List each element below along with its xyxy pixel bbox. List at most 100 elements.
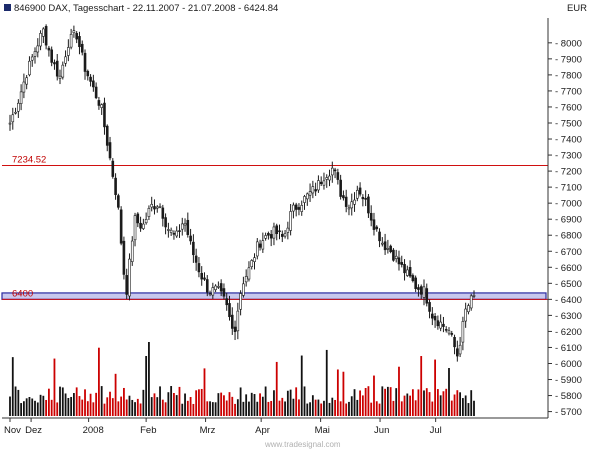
candle-up — [36, 45, 40, 53]
volume-bar — [98, 347, 100, 416]
volume-bar — [123, 387, 125, 416]
volume-bar — [434, 359, 437, 416]
volume-bar — [136, 398, 139, 416]
volume-bar — [317, 399, 320, 416]
candle-down — [117, 195, 120, 208]
volume-bar — [378, 403, 381, 416]
candle-up — [289, 211, 292, 231]
candle-up — [261, 240, 265, 250]
candle-down — [86, 70, 90, 77]
volume-bar — [367, 386, 370, 416]
candle-up — [14, 111, 17, 114]
volume-bar — [442, 391, 445, 416]
y-tick-label: - 7200 — [555, 167, 582, 178]
volume-bar — [92, 402, 95, 416]
y-tick-label: - 7400 — [555, 135, 582, 146]
candle-up — [253, 257, 256, 262]
volume-bar — [86, 401, 89, 416]
volume-bar — [67, 397, 70, 416]
candle-down — [258, 243, 262, 248]
volume-bar — [459, 392, 462, 416]
chart-header: 846900 DAX, Tagesschart - 22.11.2007 - 2… — [0, 0, 595, 16]
volume-bar — [300, 355, 303, 416]
candle-up — [30, 56, 34, 61]
candle-up — [11, 114, 15, 123]
volume-bar — [250, 392, 253, 416]
volume-bar — [181, 403, 184, 416]
y-tick-label: - 6100 — [555, 343, 582, 354]
y-tick-label: - 5900 — [555, 375, 582, 386]
y-tick-label: - 6900 — [555, 215, 582, 226]
volume-bar — [20, 403, 23, 416]
candle-down — [172, 232, 176, 235]
volume-bar — [473, 400, 475, 416]
candle-down — [189, 235, 192, 242]
y-tick-label: - 5700 — [555, 407, 582, 418]
candle-down — [389, 245, 392, 253]
volume-bar — [117, 401, 120, 416]
volume-bar — [295, 387, 298, 416]
candle-up — [217, 286, 220, 288]
candle-down — [153, 206, 156, 210]
x-axis-ticks: Nov Dez 2008 Feb Mrz Apr Mai Jun Jul — [4, 418, 442, 436]
candle-down — [105, 125, 109, 146]
candle-down — [342, 195, 345, 199]
candle-up — [147, 208, 151, 217]
candle-down — [83, 52, 87, 72]
volume-bar — [220, 392, 223, 416]
volume-bar — [348, 401, 350, 416]
candle-down — [419, 286, 423, 295]
candle-up — [208, 293, 212, 295]
candle-up — [19, 91, 23, 104]
volume-bar — [286, 390, 289, 416]
candle-down — [397, 257, 401, 265]
candle-down — [178, 230, 181, 232]
x-tick-label: 2008 — [83, 425, 104, 436]
y-tick-label: - 7800 — [555, 70, 582, 81]
candle-up — [439, 321, 442, 329]
candle-up — [325, 177, 329, 180]
volume-bar — [17, 389, 20, 416]
volume-bar — [45, 399, 48, 416]
volume-bar — [9, 396, 11, 416]
candle-down — [319, 181, 323, 184]
volume-bar — [273, 390, 275, 416]
volume-bar — [100, 386, 103, 416]
volume-bar — [223, 395, 225, 416]
volume-bar — [192, 403, 195, 416]
candle-down — [228, 303, 231, 318]
volume-bar — [364, 387, 367, 416]
candle-down — [375, 226, 379, 230]
candle-up — [133, 215, 137, 241]
volume-bar — [456, 390, 459, 416]
candle-up — [64, 56, 67, 64]
candle-down — [431, 313, 434, 319]
candle-down — [369, 212, 373, 221]
y-tick-label: - 6600 — [555, 263, 582, 274]
candle-down — [267, 233, 270, 236]
y-tick-label: - 6000 — [555, 359, 582, 370]
volume-bar — [39, 394, 42, 416]
volume-bar — [309, 402, 311, 416]
volume-bar — [425, 388, 428, 416]
volume-bar — [409, 395, 411, 416]
volume-bar — [142, 389, 145, 416]
candle-down — [164, 217, 167, 228]
volume-bar — [278, 400, 281, 416]
candle-down — [314, 189, 317, 192]
candle-down — [378, 231, 381, 242]
candle-down — [103, 102, 106, 128]
candle-down — [200, 272, 204, 280]
candle-down — [219, 283, 223, 292]
x-tick-label: Mai — [315, 425, 330, 436]
candle-down — [392, 249, 395, 261]
volume-bar — [406, 393, 409, 416]
level-label: 6400 — [12, 288, 33, 299]
volume-bar — [161, 399, 164, 416]
volume-bar — [28, 396, 31, 416]
candle-up — [328, 175, 331, 181]
candle-up — [158, 206, 162, 208]
currency-label: EUR — [566, 3, 587, 14]
volume-bar — [234, 403, 236, 416]
volume-bar — [189, 397, 192, 416]
